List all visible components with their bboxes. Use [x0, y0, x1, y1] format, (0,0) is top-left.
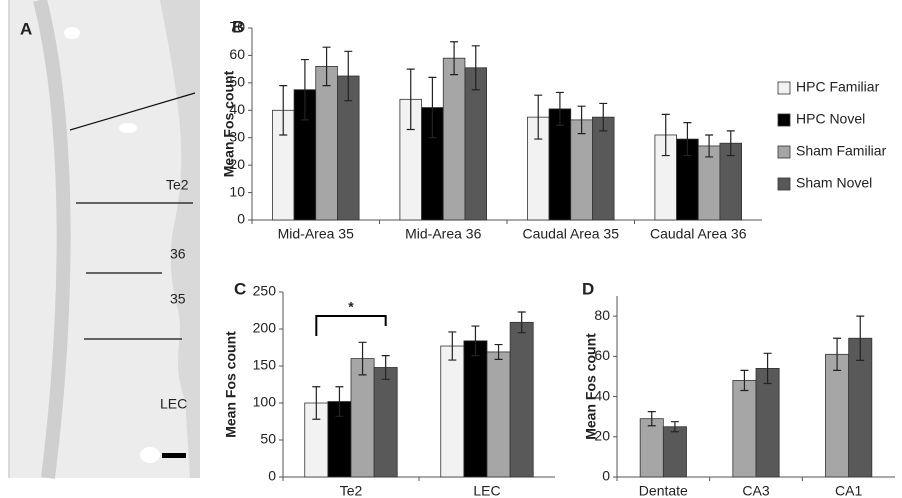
legend-label: HPC Novel: [796, 111, 865, 127]
bar: [510, 322, 533, 477]
x-tick-label: Caudal Area 36: [650, 226, 747, 242]
x-tick-label: Mid-Area 35: [278, 226, 354, 242]
region-label: Te2: [166, 177, 189, 193]
y-tick-label: 70: [229, 19, 245, 35]
bar: [826, 354, 849, 477]
y-tick-label: 50: [229, 74, 245, 90]
y-tick-label: 50: [260, 431, 276, 447]
y-tick-label: 0: [237, 211, 245, 227]
y-tick-label: 60: [229, 46, 245, 62]
y-tick-label: 40: [594, 387, 610, 403]
vessel: [119, 123, 137, 133]
micrograph: A Te2 36 35 LEC: [8, 0, 200, 478]
y-tick-label: 20: [594, 427, 610, 443]
panel-label: C: [234, 279, 246, 298]
bar: [663, 427, 686, 477]
panel-label: A: [20, 19, 32, 38]
legend-label: Sham Novel: [796, 175, 872, 191]
bar: [733, 380, 756, 477]
figure: A Te2 36 35 LEC BMean Fos count010203040…: [0, 0, 902, 498]
significance-bracket: [316, 316, 385, 336]
bar: [316, 66, 338, 220]
annotation: *: [348, 299, 354, 315]
x-tick-label: CA1: [835, 483, 862, 498]
y-tick-label: 40: [229, 101, 245, 117]
legend-label: Sham Familiar: [796, 143, 887, 159]
region-label: 35: [170, 291, 186, 307]
y-tick-label: 200: [253, 320, 277, 336]
bar: [374, 367, 397, 477]
y-tick-label: 60: [594, 347, 610, 363]
bar: [487, 352, 510, 477]
y-tick-label: 10: [229, 183, 245, 199]
region-label: 36: [170, 246, 186, 262]
y-tick-label: 250: [253, 283, 277, 299]
bar: [351, 359, 374, 477]
x-tick-label: Te2: [340, 483, 363, 498]
x-tick-label: Caudal Area 35: [522, 226, 619, 242]
legend-swatch: [778, 82, 790, 94]
x-tick-label: Dentate: [639, 483, 688, 498]
y-tick-label: 30: [229, 128, 245, 144]
bar: [592, 117, 614, 220]
legend-label: HPC Familiar: [796, 79, 880, 95]
x-tick-label: CA3: [742, 483, 769, 498]
region-label: LEC: [160, 396, 187, 412]
y-tick-label: 0: [602, 468, 610, 484]
bar: [756, 368, 779, 477]
x-tick-label: LEC: [473, 483, 500, 498]
y-tick-label: 100: [253, 394, 277, 410]
bar: [464, 341, 487, 477]
bar: [465, 68, 487, 220]
x-tick-label: Mid-Area 36: [405, 226, 481, 242]
y-tick-label: 150: [253, 357, 277, 373]
panel-label: D: [582, 279, 594, 298]
bar: [441, 346, 464, 477]
scale-bar: [162, 453, 186, 458]
y-tick-label: 0: [268, 468, 276, 484]
vessel: [140, 447, 160, 463]
y-axis-label: Mean Fos count: [223, 331, 239, 438]
bar: [571, 120, 593, 220]
bar: [640, 419, 663, 477]
legend-swatch: [778, 114, 790, 126]
legend-swatch: [778, 146, 790, 158]
vessel: [64, 27, 80, 39]
legend-swatch: [778, 178, 790, 190]
bar: [443, 58, 465, 220]
y-tick-label: 20: [229, 156, 245, 172]
y-tick-label: 80: [594, 307, 610, 323]
